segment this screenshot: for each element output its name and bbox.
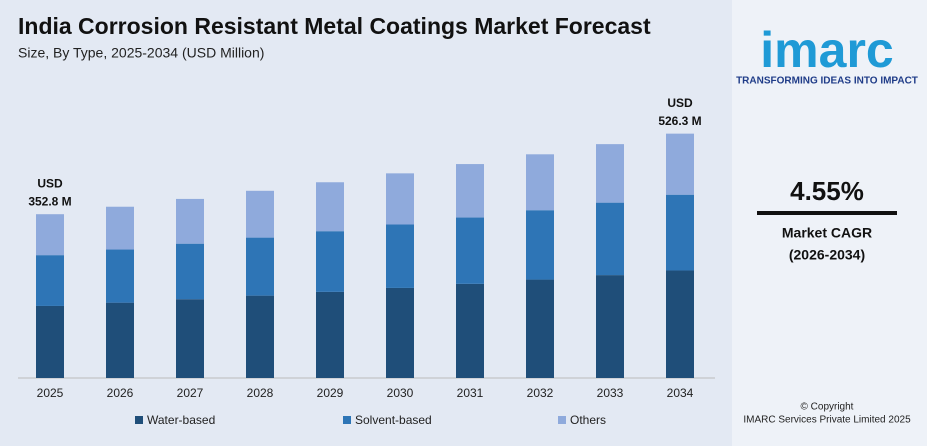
annotation: 352.8 M (28, 194, 71, 208)
bar-segment (596, 144, 624, 203)
bar-segment (526, 279, 554, 378)
bar-segment (456, 164, 484, 218)
bar-segment (246, 237, 274, 296)
bar-segment (36, 214, 64, 256)
legend-label: Solvent-based (355, 413, 432, 427)
bar-segment (386, 173, 414, 225)
bar-segment (596, 202, 624, 276)
chart-subtitle: Size, By Type, 2025-2034 (USD Million) (18, 45, 264, 61)
annotation: USD (37, 176, 63, 190)
x-tick-label: 2029 (317, 386, 344, 400)
bar-segment (36, 255, 64, 306)
bar-segment (596, 275, 624, 378)
bar-segment (316, 231, 344, 292)
owner: IMARC Services Private Limited 2025 (743, 415, 911, 426)
tagline: TRANSFORMING IDEAS INTO IMPACT (736, 76, 918, 87)
bar-segment (666, 270, 694, 378)
bar-segment (526, 154, 554, 211)
legend-label: Others (570, 413, 606, 427)
bar-segment (526, 210, 554, 280)
x-tick-label: 2027 (177, 386, 204, 400)
bar-segment (176, 243, 204, 300)
x-tick-label: 2026 (107, 386, 134, 400)
bar-segment (456, 217, 484, 284)
legend-marker (135, 416, 143, 424)
legend-marker (343, 416, 351, 424)
x-tick-label: 2025 (37, 386, 64, 400)
side-background (732, 0, 927, 446)
legend-marker (558, 416, 566, 424)
bar-segment (666, 133, 694, 195)
bar-segment (246, 190, 274, 238)
bar-segment (106, 302, 134, 378)
bar-segment (176, 198, 204, 244)
x-tick-label: 2031 (457, 386, 484, 400)
bar-segment (456, 283, 484, 378)
bar-segment (386, 224, 414, 288)
x-tick-label: 2034 (667, 386, 694, 400)
cagr-period: (2026-2034) (789, 247, 865, 263)
bar-segment (666, 194, 694, 271)
x-tick-label: 2030 (387, 386, 414, 400)
bar-segment (246, 295, 274, 378)
logo: imarc (760, 22, 893, 78)
copyright: © Copyright (801, 402, 854, 413)
bar-segment (106, 249, 134, 303)
x-tick-label: 2032 (527, 386, 554, 400)
bar-segment (386, 287, 414, 378)
bar-segment (36, 305, 64, 378)
cagr-value: 4.55% (790, 176, 864, 206)
bar-segment (176, 299, 204, 378)
legend-label: Water-based (147, 413, 215, 427)
x-tick-label: 2033 (597, 386, 624, 400)
bar-segment (106, 206, 134, 250)
x-tick-label: 2028 (247, 386, 274, 400)
bar-segment (316, 182, 344, 232)
cagr-label: Market CAGR (782, 225, 872, 241)
bar-segment (316, 291, 344, 378)
chart-title: India Corrosion Resistant Metal Coatings… (18, 13, 651, 39)
annotation: 526.3 M (658, 114, 701, 128)
annotation: USD (667, 96, 693, 110)
